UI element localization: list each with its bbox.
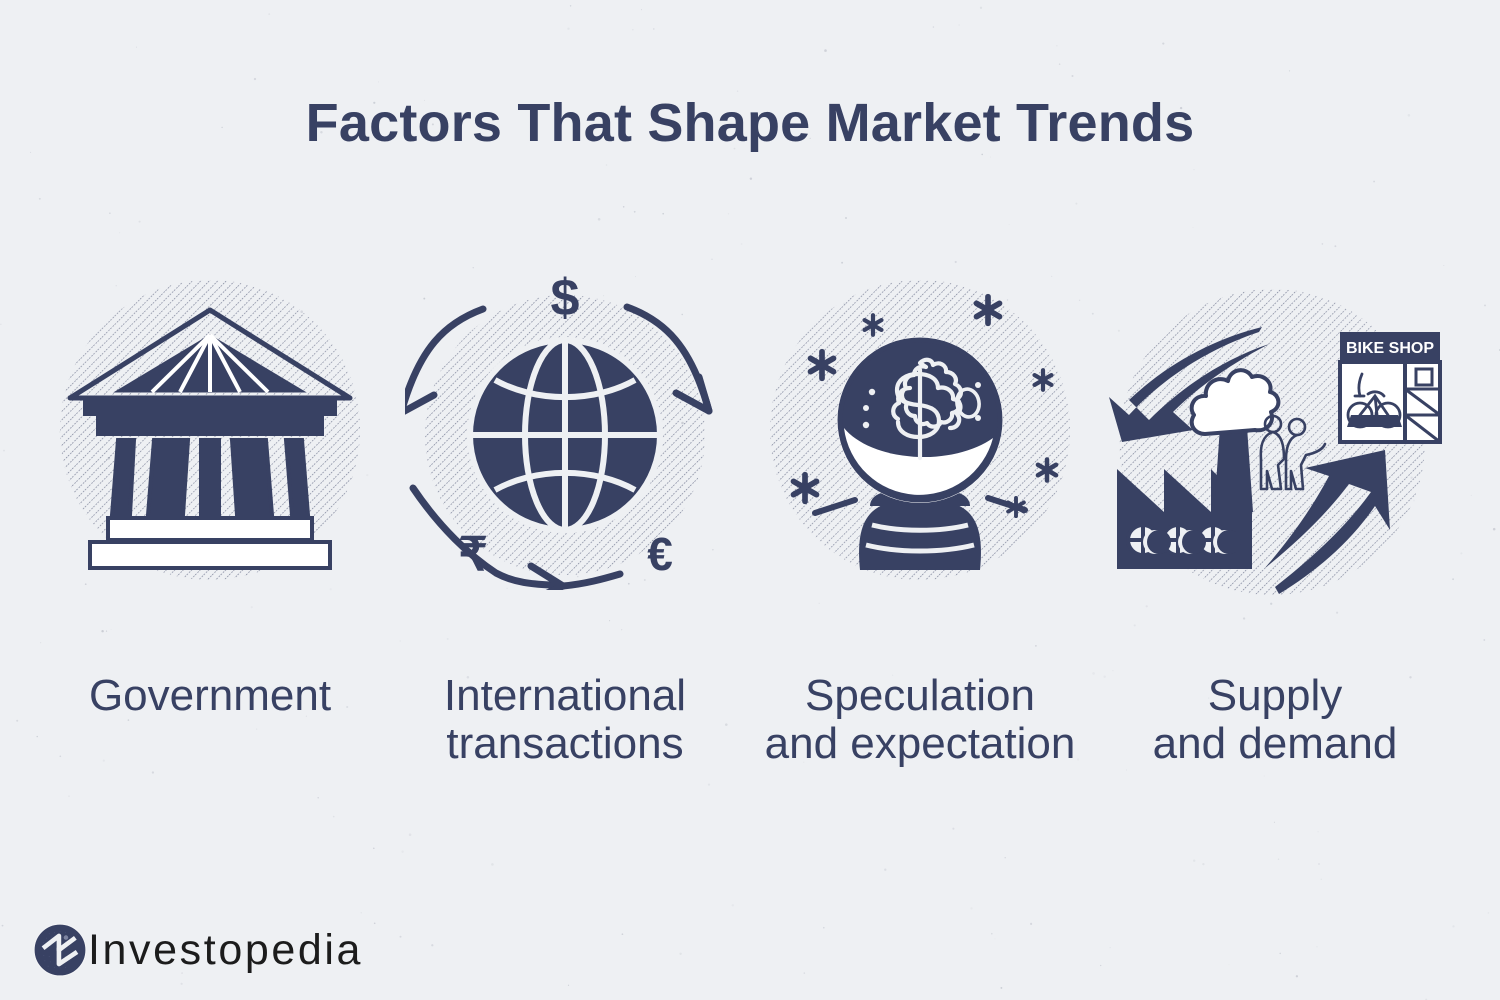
svg-text:$: $ — [551, 270, 580, 327]
svg-text:€: € — [647, 528, 673, 580]
svg-text:BIKE SHOP: BIKE SHOP — [1346, 340, 1434, 357]
svg-text:₹: ₹ — [458, 528, 487, 580]
